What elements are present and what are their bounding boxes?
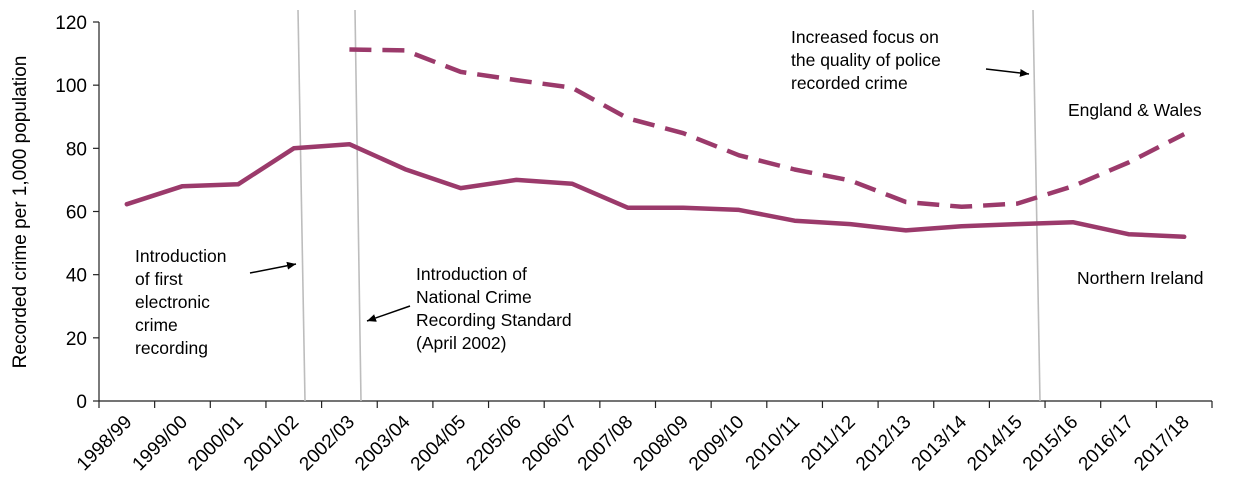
annotation-quality-line: Increased focus on	[791, 27, 939, 47]
x-tick-label: 2012/13	[852, 412, 915, 475]
y-tick-label: 20	[66, 329, 87, 350]
x-tick-label: 2011/12	[797, 412, 859, 474]
x-tick-label: 2009/10	[685, 412, 748, 475]
series-line-northern-ireland	[124, 141, 1187, 240]
y-tick-label: 120	[55, 13, 87, 34]
annotation-electronic-line: crime	[135, 315, 178, 335]
data-point	[737, 153, 741, 157]
marker-line-ncrs	[354, 9, 362, 402]
data-point	[403, 48, 407, 52]
annotation-quality-line: the quality of police	[791, 50, 941, 70]
annotation-electronic-line: electronic	[135, 292, 210, 312]
x-tick-label: 2008/09	[629, 412, 692, 475]
x-tick-label: 2003/04	[351, 411, 415, 475]
x-tick-label: 2004/05	[407, 412, 470, 475]
data-point	[1071, 184, 1075, 188]
series-label-northern-ireland: Northern Ireland	[1077, 268, 1203, 288]
annotation-electronic-line: recording	[135, 338, 208, 358]
y-axis-ticks: 0 20 40 60 80 100 120	[55, 13, 99, 413]
data-point	[347, 142, 351, 146]
x-tick-label: 1999/00	[129, 412, 192, 475]
data-point	[681, 206, 685, 210]
annotation-electronic-line: Introduction	[135, 246, 226, 266]
data-point	[737, 208, 741, 212]
data-point	[1015, 202, 1019, 206]
annotation-quality-line: recorded crime	[791, 73, 908, 93]
annotation-ncrs-line: National Crime	[416, 287, 532, 307]
x-tick-label: 2015/16	[1019, 412, 1082, 475]
x-tick-label: 2016/17	[1075, 412, 1138, 475]
data-point	[570, 86, 574, 90]
annotation-quality: Increased focus on the quality of police…	[791, 27, 946, 93]
data-point	[459, 186, 463, 190]
y-axis-title: Recorded crime per 1,000 population	[10, 56, 31, 369]
data-point	[626, 206, 630, 210]
annotation-arrow-electronic	[249, 261, 297, 274]
x-tick-label: 2014/15	[963, 412, 1026, 475]
data-point	[125, 202, 129, 206]
x-tick-label: 2007/08	[574, 412, 637, 475]
data-point	[1127, 161, 1131, 165]
data-point	[1015, 222, 1019, 226]
x-tick-label: 2000/01	[184, 412, 247, 475]
data-point	[1071, 220, 1075, 224]
x-tick-label: 1998/99	[73, 412, 136, 475]
data-point	[960, 224, 964, 228]
data-point	[347, 48, 351, 52]
data-point	[514, 178, 518, 182]
data-point	[459, 70, 463, 74]
data-point	[1127, 232, 1131, 236]
data-point	[848, 179, 852, 183]
data-points	[125, 48, 1186, 239]
y-tick-label: 100	[55, 76, 87, 97]
x-tick-label: 2006/07	[518, 412, 581, 475]
data-point	[960, 205, 964, 209]
data-point	[292, 146, 296, 150]
data-point	[848, 222, 852, 226]
data-point	[570, 182, 574, 186]
x-tick-label: 2002/03	[296, 412, 359, 475]
data-point	[181, 184, 185, 188]
data-point	[1182, 132, 1186, 136]
data-point	[626, 116, 630, 120]
x-tick-label: 2017/18	[1130, 412, 1193, 475]
annotation-arrow-ncrs	[366, 305, 411, 322]
annotation-arrow-quality	[985, 68, 1030, 77]
annotation-ncrs: Introduction of National Crime Recording…	[416, 264, 577, 353]
data-point	[681, 131, 685, 135]
y-tick-label: 40	[66, 266, 87, 287]
x-tick-label: 2013/14	[908, 411, 972, 475]
x-tick-label: 2001/02	[240, 412, 303, 475]
x-axis-ticks: 1998/991999/002000/012001/022002/032003/…	[73, 401, 1213, 475]
data-point	[904, 200, 908, 204]
annotation-electronic-line: of first	[135, 269, 183, 289]
x-tick-label: 2010/11	[742, 412, 804, 474]
x-tick-label: 2205/06	[462, 412, 525, 475]
annotation-ncrs-line: (April 2002)	[416, 333, 506, 353]
data-point	[793, 219, 797, 223]
data-point	[236, 182, 240, 186]
y-tick-label: 80	[66, 139, 87, 160]
annotation-ncrs-line: Recording Standard	[416, 310, 572, 330]
marker-line-electronic	[297, 9, 306, 402]
data-point	[403, 167, 407, 171]
annotation-ncrs-line: Introduction of	[416, 264, 527, 284]
y-tick-label: 60	[66, 203, 87, 224]
series-label-england-wales: England & Wales	[1068, 100, 1202, 120]
data-point	[904, 228, 908, 232]
data-point	[793, 168, 797, 172]
y-tick-label: 0	[76, 392, 87, 413]
series-line-england-wales	[349, 47, 1186, 210]
data-point	[514, 78, 518, 82]
annotation-electronic: Introduction of first electronic crime r…	[135, 246, 231, 358]
data-point	[1182, 235, 1186, 239]
marker-line-quality	[1032, 9, 1041, 402]
